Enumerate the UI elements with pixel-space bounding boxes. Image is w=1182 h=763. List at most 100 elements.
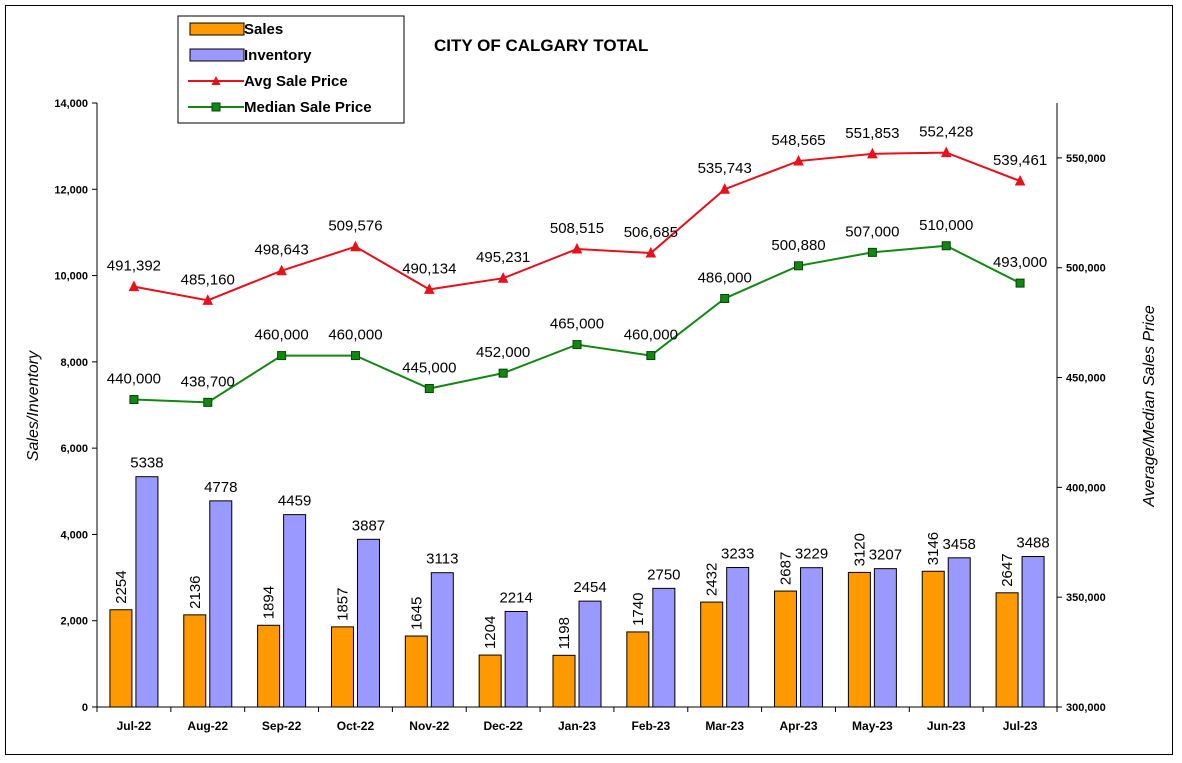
x-tick-label: Sep-22	[262, 719, 302, 733]
sales-bar	[183, 614, 207, 708]
inventory-bar-label: 4459	[278, 493, 311, 510]
x-tick-label: Feb-23	[632, 719, 671, 733]
sales-bar	[921, 570, 945, 708]
x-tick-label: May-23	[852, 719, 893, 733]
legend: Sales Inventory Avg Sale Price Median Sale …	[177, 15, 405, 124]
avg-sale-price-point	[423, 283, 435, 294]
legend-label-median-sale-price: Median Sale Price	[244, 99, 372, 116]
avg-sale-price-point	[793, 154, 804, 166]
sales-bar-label: 3120	[851, 533, 868, 566]
median-sale-price-point-label: 460,000	[254, 327, 308, 344]
legend-swatch-sales	[189, 22, 245, 36]
avg-sale-price-point-label: 535,743	[698, 160, 752, 177]
median-sale-price-point-label: 460,000	[624, 327, 678, 344]
avg-sale-price-point-label: 490,134	[402, 260, 456, 277]
inventory-bar	[209, 500, 233, 708]
avg-sale-price-point	[719, 183, 731, 194]
inventory-bar-label: 3887	[352, 517, 385, 534]
median-sale-price-point	[424, 384, 434, 394]
sales-bar	[109, 609, 133, 708]
inventory-bar-label: 4778	[204, 479, 237, 496]
sales-bar	[257, 624, 281, 708]
inventory-bar-label: 2454	[573, 579, 606, 596]
inventory-bar-label: 2214	[499, 589, 532, 606]
x-tick-label: Jan-23	[558, 719, 596, 733]
sales-bar	[626, 631, 650, 708]
sales-bar	[404, 635, 428, 708]
avg-sale-price-point-label: 552,428	[919, 124, 973, 141]
y-tick-label: 14,000	[54, 98, 88, 110]
avg-sale-price-point	[645, 246, 657, 258]
median-sale-price-point	[941, 241, 951, 251]
x-tick-label: Oct-22	[337, 719, 375, 733]
y-axis-title: Sales/Inventory	[25, 350, 42, 461]
avg-sale-price-point-label: 551,853	[845, 125, 899, 142]
median-sale-price-point-label: 452,000	[476, 344, 530, 361]
legend-label-avg-sale-price: Avg Sale Price	[244, 73, 348, 90]
legend-marker-median-sale-price	[211, 102, 221, 112]
median-sale-price-point	[572, 340, 582, 350]
avg-sale-price-point-label: 491,392	[107, 258, 161, 275]
inventory-bar	[652, 587, 676, 708]
avg-sale-price-point-label: 539,461	[993, 152, 1047, 169]
y-tick-label: 6,000	[60, 443, 88, 455]
y-tick-label: 0	[82, 702, 88, 714]
inventory-bar	[430, 572, 454, 708]
x-tick-label: Jul-23	[1003, 719, 1038, 733]
inventory-bar	[504, 610, 528, 708]
inventory-bar	[726, 567, 750, 708]
avg-sale-price-point	[202, 294, 214, 305]
y2-tick-label: 350,000	[1066, 592, 1106, 604]
x-tick-label: Mar-23	[705, 719, 744, 733]
median-sale-price-point-label: 500,880	[771, 237, 825, 254]
avg-sale-price-point-label: 506,685	[624, 224, 678, 241]
sales-bar	[552, 654, 576, 708]
y2-tick-label: 550,000	[1066, 153, 1106, 165]
median-sale-price-point	[498, 368, 508, 378]
y2-tick-label: 400,000	[1066, 482, 1106, 494]
sales-bar	[995, 592, 1019, 708]
median-sale-price-point	[646, 351, 656, 361]
y-tick-label: 4,000	[60, 529, 88, 541]
avg-sale-price-point	[571, 242, 583, 254]
avg-sale-price-point	[497, 272, 509, 283]
sales-bar-label: 2432	[704, 563, 721, 596]
sales-bar	[330, 626, 354, 708]
sales-bar-label: 1857	[334, 588, 351, 621]
sales-bar-label: 1740	[630, 593, 647, 626]
inventory-bar-label: 3229	[795, 546, 828, 563]
median-sale-price-point-label: 465,000	[550, 316, 604, 333]
y-tick-label: 2,000	[60, 616, 88, 628]
median-sale-price-point	[867, 247, 877, 257]
median-sale-price-point-label: 440,000	[107, 371, 161, 388]
inventory-bar-label: 3207	[869, 547, 902, 564]
avg-sale-price-point	[276, 264, 287, 276]
sales-bar-label: 2647	[999, 553, 1016, 586]
sales-bar	[478, 654, 502, 708]
sales-bar-label: 2254	[113, 570, 130, 603]
inventory-bar	[800, 567, 824, 708]
legend-swatch-inventory	[189, 48, 245, 62]
inventory-bar-label: 3113	[426, 551, 458, 568]
avg-sale-price-point-label: 509,576	[328, 218, 382, 235]
median-sale-price-point-label: 445,000	[402, 360, 456, 377]
x-tick-label: Jun-23	[927, 719, 966, 733]
y-tick-label: 8,000	[60, 357, 88, 369]
sales-bar-label: 2136	[187, 575, 204, 608]
inventory-bar-label: 5338	[130, 455, 163, 472]
line-layer: 491,392 485,160 498,643 509,576 490,134 495,2…	[107, 124, 1047, 407]
sales-bar-label: 1204	[482, 616, 499, 649]
avg-sale-price-point-label: 508,515	[550, 220, 604, 237]
y2-tick-label: 500,000	[1066, 263, 1106, 275]
avg-sale-price-point	[940, 146, 952, 158]
legend-marker-avg-sale-price	[211, 76, 221, 85]
avg-sale-price-point-label: 548,565	[771, 132, 825, 149]
avg-sale-price-point	[350, 240, 361, 252]
inventory-bar	[578, 600, 602, 708]
sales-bar-label: 1894	[261, 586, 278, 619]
inventory-bar-label: 2750	[647, 566, 680, 583]
inventory-bar	[1021, 556, 1045, 708]
x-tick-label: Dec-22	[483, 719, 523, 733]
median-sale-price-point-label: 486,000	[698, 269, 752, 286]
sales-bar-label: 3146	[925, 532, 942, 565]
